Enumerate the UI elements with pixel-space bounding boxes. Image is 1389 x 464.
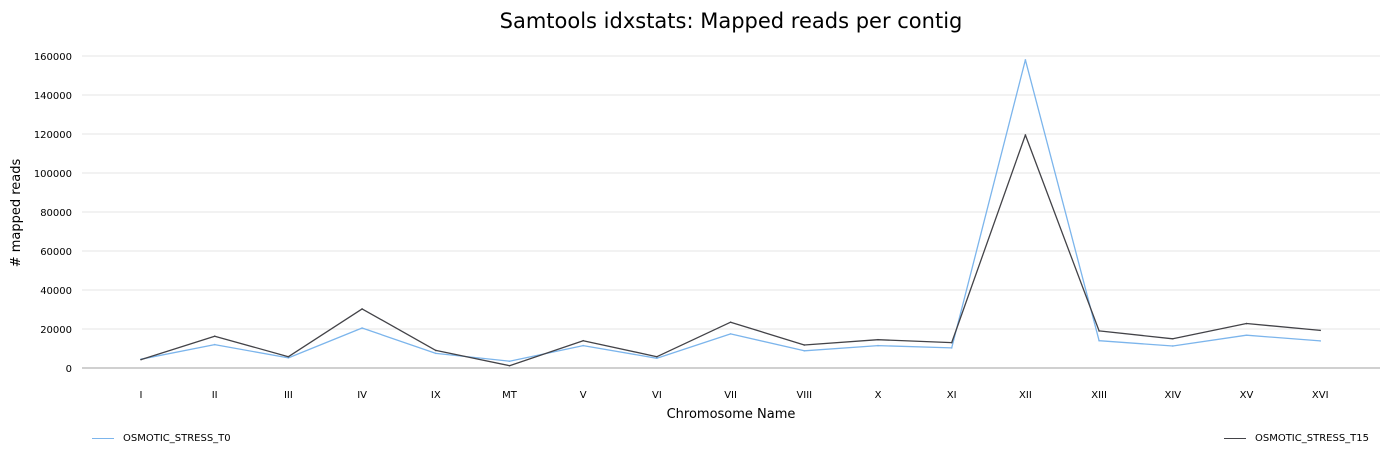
y-axis-label: # mapped reads	[9, 158, 24, 267]
legend-swatch	[92, 438, 114, 439]
x-axis-label: Chromosome Name	[667, 407, 796, 422]
y-tick-label: 20000	[40, 325, 72, 336]
legend-item-series-1[interactable]: OSMOTIC_STRESS_T15	[1223, 433, 1369, 444]
data-point[interactable]	[656, 357, 658, 360]
data-point[interactable]	[1319, 329, 1321, 332]
data-point[interactable]	[729, 321, 732, 323]
x-tick-label: III	[284, 390, 293, 401]
data-point[interactable]	[1245, 334, 1248, 337]
data-point[interactable]	[508, 360, 511, 362]
x-tick-label: II	[212, 390, 218, 401]
x-tick-label: VIII	[796, 390, 812, 401]
legend-label: OSMOTIC_STRESS_T0	[123, 433, 231, 444]
data-point[interactable]	[213, 343, 216, 346]
x-tick-label: MT	[502, 390, 518, 401]
data-point[interactable]	[877, 344, 879, 347]
x-tick-label: V	[580, 390, 587, 401]
y-tick-label: 60000	[40, 247, 72, 258]
data-point[interactable]	[140, 358, 142, 361]
legend-item-series-0[interactable]: OSMOTIC_STRESS_T0	[92, 433, 231, 444]
x-tick-label: XI	[947, 390, 957, 401]
data-point[interactable]	[950, 341, 953, 344]
data-point[interactable]	[1245, 322, 1248, 325]
data-point[interactable]	[582, 344, 584, 347]
x-tick-label: VI	[652, 390, 662, 401]
x-tick-label: X	[875, 390, 882, 401]
x-tick-labels: I II III IV IX MT V VI VII VIII X XI XII XIII XIV XV XVI	[140, 390, 1329, 401]
data-point[interactable]	[213, 335, 216, 338]
data-point[interactable]	[1172, 337, 1174, 340]
y-tick-label: 140000	[34, 91, 72, 102]
data-point[interactable]	[1098, 330, 1100, 332]
y-tick-label: 80000	[40, 208, 72, 219]
y-tick-label: 120000	[34, 130, 72, 141]
x-tick-label: XVI	[1312, 390, 1329, 401]
y-tick-label: 160000	[34, 52, 72, 63]
data-point[interactable]	[361, 327, 363, 329]
y-tick-label: 40000	[40, 286, 72, 297]
data-point[interactable]	[1024, 134, 1027, 136]
data-point[interactable]	[1098, 339, 1100, 342]
x-tick-label: XII	[1019, 390, 1032, 401]
data-point[interactable]	[287, 357, 290, 359]
x-tick-label: XV	[1240, 390, 1254, 401]
grid-layer	[82, 55, 1380, 369]
data-point[interactable]	[508, 364, 511, 367]
x-tick-label: VII	[724, 390, 737, 401]
x-tick-label: IV	[357, 390, 367, 401]
data-point[interactable]	[877, 338, 879, 341]
series-line-0[interactable]	[140, 59, 1321, 362]
chart-title: Samtools idxstats: Mapped reads per cont…	[500, 9, 963, 33]
data-point[interactable]	[1319, 340, 1321, 342]
data-point[interactable]	[435, 349, 437, 352]
legend-swatch	[1223, 438, 1246, 439]
data-point[interactable]	[656, 355, 658, 358]
y-tick-labels: 0 20000 40000 60000 80000 100000 120000 140000 1…	[34, 52, 72, 375]
x-tick-label: XIV	[1164, 390, 1181, 401]
data-point[interactable]	[582, 339, 584, 342]
series-layer	[140, 59, 1321, 367]
data-point[interactable]	[435, 352, 437, 355]
data-point[interactable]	[287, 355, 290, 358]
data-point[interactable]	[950, 347, 953, 349]
x-tick-label: XIII	[1091, 390, 1107, 401]
data-point[interactable]	[803, 344, 806, 346]
x-tick-label: IX	[431, 390, 441, 401]
data-point[interactable]	[1172, 345, 1174, 347]
legend-label: OSMOTIC_STRESS_T15	[1254, 433, 1369, 444]
data-point[interactable]	[803, 350, 806, 352]
data-point[interactable]	[1024, 59, 1027, 61]
y-tick-label: 100000	[34, 169, 72, 180]
data-point[interactable]	[729, 333, 732, 335]
series-line-1[interactable]	[140, 134, 1321, 367]
x-tick-label: I	[140, 390, 143, 401]
y-tick-label: 0	[66, 364, 72, 375]
data-point[interactable]	[361, 308, 363, 310]
